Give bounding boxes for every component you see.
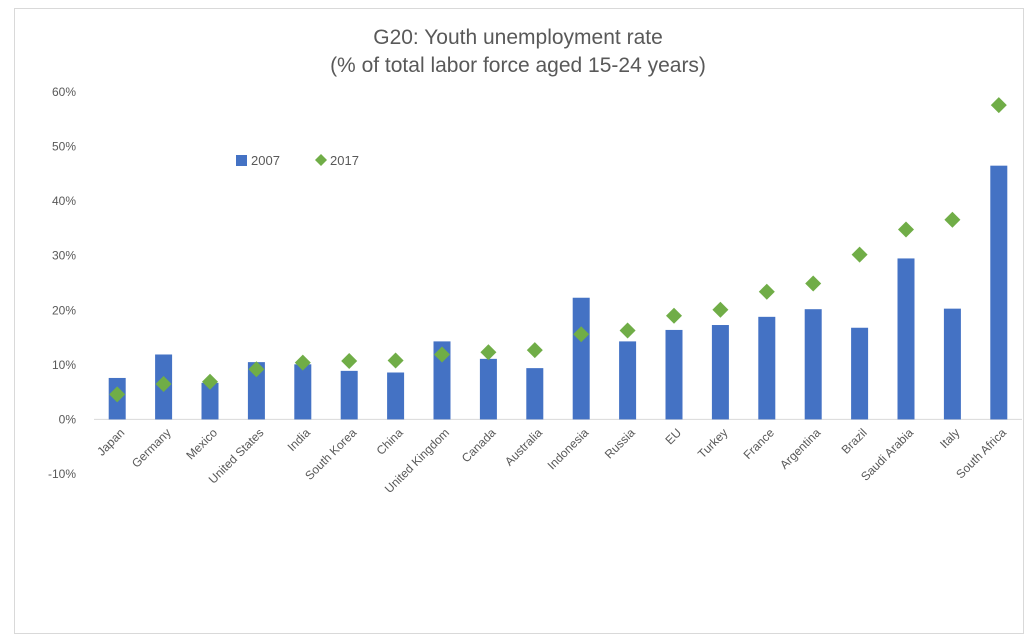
bar-2007: [990, 165, 1008, 420]
bar-2007: [711, 325, 729, 420]
x-tick-label: Turkey: [695, 426, 731, 462]
marker-2017: [619, 322, 636, 339]
marker-2017: [109, 386, 126, 403]
x-tick-label: Indonesia: [545, 425, 592, 472]
marker-2017: [805, 275, 822, 292]
bar-2007: [433, 341, 451, 420]
marker-2017: [573, 326, 590, 343]
y-tick-label: 50%: [52, 140, 76, 154]
x-tick-label: Australia: [502, 425, 545, 468]
y-tick-label: -10%: [48, 467, 76, 481]
x-tick-label: Russia: [602, 425, 638, 461]
bar-2007: [851, 327, 869, 420]
bar-2007: [572, 297, 590, 420]
legend-label-2017: 2017: [330, 153, 359, 168]
legend: 2007 2017: [236, 153, 359, 168]
y-tick-label: 20%: [52, 303, 76, 317]
bars-2007: [108, 165, 1008, 420]
bar-2007: [247, 362, 265, 420]
marker-2017: [944, 211, 961, 228]
bar-2007: [387, 372, 405, 420]
marker-2017: [990, 97, 1007, 114]
chart-frame: [14, 8, 1024, 634]
marker-2017: [898, 221, 914, 238]
chart-title: G20: Youth unemployment rate: [373, 26, 663, 49]
marker-2017: [712, 301, 729, 318]
chart-title-block: G20: Youth unemployment rate (% of total…: [0, 24, 1036, 80]
bar-2007: [201, 382, 219, 420]
marker-2017: [202, 373, 218, 390]
y-tick-label: 40%: [52, 194, 76, 208]
marker-2017: [434, 346, 450, 363]
marker-2017: [248, 361, 265, 378]
marker-2017: [758, 283, 775, 300]
bar-2007: [943, 308, 961, 420]
bar-2007: [526, 368, 544, 420]
marker-2017: [851, 246, 868, 263]
x-tick-label: Japan: [94, 426, 127, 459]
marker-2017: [666, 307, 682, 324]
marker-2017: [387, 352, 404, 369]
bar-2007: [758, 316, 776, 420]
y-axis: -10% 0% 10% 20% 30% 40% 50% 60%: [48, 85, 76, 481]
legend-swatch-2017: [315, 154, 327, 166]
x-tick-label: Mexico: [183, 425, 220, 462]
bar-2007: [340, 370, 358, 420]
bar-2007: [294, 364, 312, 420]
markers-2017: [109, 97, 1007, 403]
x-tick-label: India: [285, 425, 314, 454]
chart-subtitle: (% of total labor force aged 15-24 years…: [330, 54, 706, 77]
x-tick-label: Canada: [459, 425, 499, 465]
marker-2017: [341, 353, 358, 370]
x-tick-label: Argentina: [777, 425, 823, 471]
marker-2017: [294, 354, 311, 371]
x-tick-label: South Africa: [953, 425, 1009, 481]
legend-swatch-2007: [236, 155, 247, 166]
y-tick-label: 30%: [52, 249, 76, 263]
x-tick-label: China: [374, 425, 406, 457]
marker-2017: [155, 375, 172, 392]
x-tick-label: EU: [662, 426, 684, 448]
y-tick-label: 0%: [59, 412, 77, 426]
bar-2007: [804, 309, 822, 420]
y-tick-label: 60%: [52, 85, 76, 99]
bar-2007: [665, 329, 683, 420]
bar-2007: [897, 258, 915, 420]
y-tick-label: 10%: [52, 358, 76, 372]
legend-label-2007: 2007: [251, 153, 280, 168]
bar-2007: [619, 341, 637, 420]
marker-2017: [526, 342, 543, 359]
marker-2017: [480, 344, 497, 361]
bar-2007: [479, 358, 497, 420]
x-tick-label: Germany: [129, 426, 174, 471]
x-tick-label: France: [741, 425, 778, 462]
x-tick-label: Italy: [937, 426, 962, 451]
x-tick-label: Brazil: [839, 426, 870, 457]
